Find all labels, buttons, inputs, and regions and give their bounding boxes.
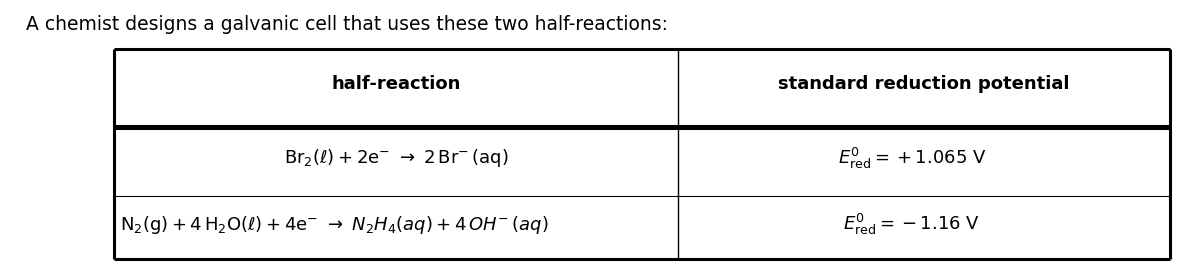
Text: $\mathregular{N_2(g)+4\,H_2O(}$$\mathit{\ell}$$\mathregular{)+4e^{-}}$$\ \righta: $\mathregular{N_2(g)+4\,H_2O(}$$\mathit{… xyxy=(120,214,548,236)
Text: half-reaction: half-reaction xyxy=(331,75,461,93)
Text: $E^{0}_{\mathrm{red}}=+1.065\ \mathrm{V}$: $E^{0}_{\mathrm{red}}=+1.065\ \mathrm{V}… xyxy=(838,145,986,171)
Text: $\mathregular{Br_2(}$$\mathit{\ell}$$\mathregular{)+2e^{-}\ \rightarrow\ 2\,Br^{: $\mathregular{Br_2(}$$\mathit{\ell}$$\ma… xyxy=(283,147,509,169)
Text: A chemist designs a galvanic cell that uses these two half-reactions:: A chemist designs a galvanic cell that u… xyxy=(26,15,668,34)
Text: $E^{0}_{\mathrm{red}}=-1.16\ \mathrm{V}$: $E^{0}_{\mathrm{red}}=-1.16\ \mathrm{V}$ xyxy=(844,212,980,237)
Text: standard reduction potential: standard reduction potential xyxy=(779,75,1069,93)
